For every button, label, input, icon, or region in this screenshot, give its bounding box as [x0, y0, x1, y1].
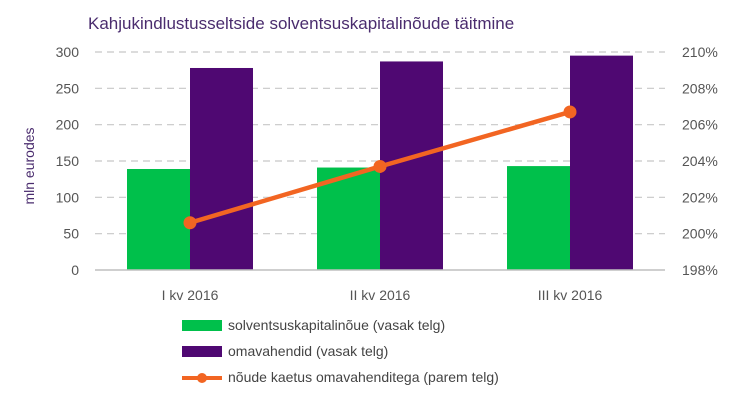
- y2-tick-label: 202%: [682, 189, 718, 205]
- legend-swatch-requirement: [182, 319, 222, 331]
- chart-title: Kahjukindlustusseltside solventsuskapita…: [88, 14, 515, 33]
- y-tick-label: 0: [71, 262, 79, 278]
- legend-item-own-funds: omavahendid (vasak telg): [182, 338, 499, 364]
- coverage-point: [373, 159, 387, 173]
- y-axis-label: mln eurodes: [21, 127, 37, 204]
- line-series: [183, 105, 577, 230]
- legend-label-requirement: solventsuskapitalinõue (vasak telg): [228, 317, 446, 333]
- coverage-point: [563, 105, 577, 119]
- y2-tick-label: 200%: [682, 226, 718, 242]
- y2-tick-label: 198%: [682, 262, 718, 278]
- y-tick-label: 100: [56, 189, 80, 205]
- bar-own-funds: [570, 55, 633, 271]
- y-tick-label: 200: [56, 117, 80, 133]
- legend-item-coverage: nõude kaetus omavahenditega (parem telg): [182, 364, 499, 390]
- coverage-point: [183, 216, 197, 230]
- y2-tick-label: 206%: [682, 117, 718, 133]
- y-tick-label: 150: [56, 153, 80, 169]
- bar-requirement: [507, 166, 570, 270]
- y2-tick-label: 208%: [682, 80, 718, 96]
- y2-tick-label: 204%: [682, 153, 718, 169]
- x-tick-label: I kv 2016: [162, 287, 219, 303]
- bar-requirement: [127, 168, 190, 270]
- y2-tick-label: 210%: [682, 44, 718, 60]
- y-tick-label: 250: [56, 80, 80, 96]
- legend-label-own-funds: omavahendid (vasak telg): [228, 343, 389, 359]
- legend-item-requirement: solventsuskapitalinõue (vasak telg): [182, 312, 499, 338]
- tick-labels: 0 50 100 150 200 250 300 198% 200% 202% 204% 206% 20…: [56, 44, 718, 303]
- y-tick-label: 50: [63, 226, 79, 242]
- bar-requirement: [317, 167, 380, 270]
- legend: solventsuskapitalinõue (vasak telg) omav…: [182, 312, 499, 390]
- legend-swatch-coverage: [182, 372, 222, 383]
- legend-swatch-own-funds: [182, 345, 222, 357]
- x-tick-label: II kv 2016: [350, 287, 411, 303]
- legend-label-coverage: nõude kaetus omavahenditega (parem telg): [228, 369, 499, 385]
- x-tick-label: III kv 2016: [538, 287, 603, 303]
- bar-own-funds: [190, 67, 253, 270]
- bar-series: [127, 55, 633, 271]
- y-tick-label: 300: [56, 44, 80, 60]
